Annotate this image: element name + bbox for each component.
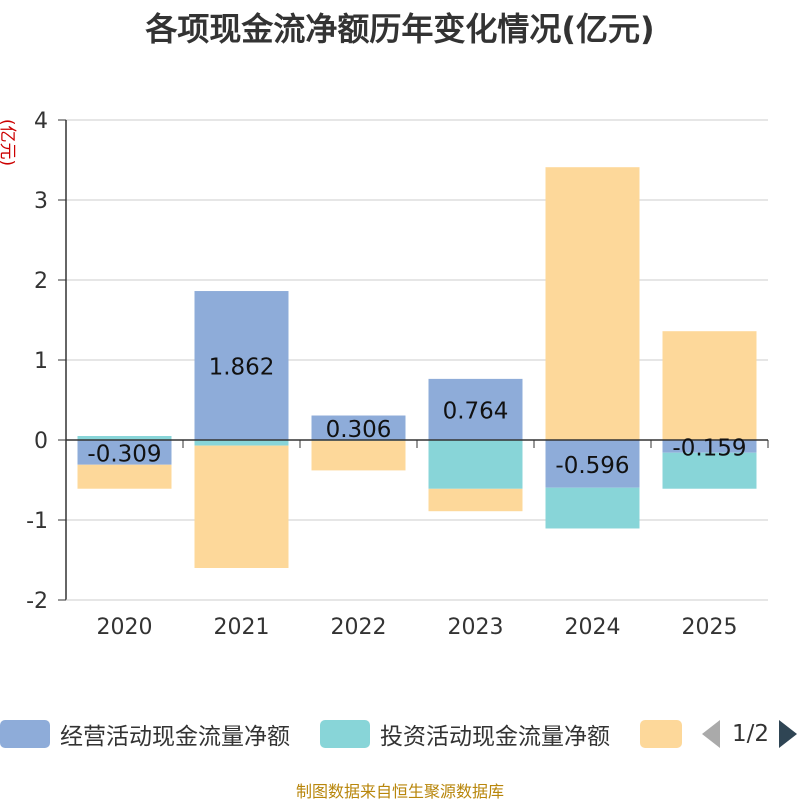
data-label: 0.306 xyxy=(326,417,392,443)
bar-2-2024 xyxy=(545,487,640,529)
x-tick-label: 2024 xyxy=(565,615,621,640)
bar-1-2020 xyxy=(77,440,172,465)
y-tick-label: -2 xyxy=(26,589,48,614)
x-tick-label: 2023 xyxy=(448,615,504,640)
chart-title: 各项现金流净额历年变化情况(亿元) xyxy=(145,10,655,48)
bar-3-2022 xyxy=(311,440,406,471)
legend-item-operating[interactable]: 经营活动现金流量净额 xyxy=(0,712,290,756)
bar-2-2020 xyxy=(77,436,172,440)
x-tick-label: 2025 xyxy=(682,615,738,640)
bar-1-2022 xyxy=(311,415,406,440)
y-tick-label: 0 xyxy=(34,429,48,454)
bar-3-2023 xyxy=(428,488,523,512)
bar-3-2024 xyxy=(545,167,640,440)
x-tick-label: 2020 xyxy=(97,615,153,640)
legend-label-investing: 投资活动现金流量净额 xyxy=(380,724,610,750)
chart-canvas: -2 -1 0 1 2 3 4 2020 2021 2022 2023 2024 2025 -0.309 1… xyxy=(26,109,769,640)
data-label: -0.309 xyxy=(87,441,161,467)
x-tick-label: 2021 xyxy=(214,615,270,640)
data-label: -0.159 xyxy=(672,435,746,461)
y-tick-label: 3 xyxy=(34,189,48,214)
x-tick-label: 2022 xyxy=(331,615,387,640)
legend-item-financing[interactable] xyxy=(640,712,682,756)
legend-pager: 1/2 xyxy=(702,712,798,756)
bar-2-2025 xyxy=(662,452,757,489)
bar-1-2021 xyxy=(194,291,289,440)
legend-swatch-financing xyxy=(640,720,682,748)
bar-3-2025 xyxy=(662,331,757,440)
data-label: 0.764 xyxy=(443,398,509,424)
y-tick-label: 4 xyxy=(34,109,48,134)
source-note: 制图数据来自恒生聚源数据库 xyxy=(295,782,504,801)
data-label: 1.862 xyxy=(209,355,275,381)
legend-swatch-operating xyxy=(0,720,50,748)
legend-prev-icon[interactable] xyxy=(702,720,720,748)
legend: 经营活动现金流量净额 投资活动现金流量净额 1/2 xyxy=(0,712,800,756)
bar-1-2024 xyxy=(545,440,640,488)
legend-page-indicator: 1/2 xyxy=(732,721,770,747)
legend-label-operating: 经营活动现金流量净额 xyxy=(60,724,290,750)
bar-2-2023 xyxy=(428,440,523,489)
bar-3-2020 xyxy=(77,464,172,489)
legend-swatch-investing xyxy=(320,720,370,748)
bar-1-2023 xyxy=(428,378,523,440)
y-tick-label: 1 xyxy=(34,349,48,374)
bar-2-2021 xyxy=(194,440,289,446)
legend-item-investing[interactable]: 投资活动现金流量净额 xyxy=(320,712,610,756)
y-tick-label: 2 xyxy=(34,269,48,294)
y-tick-label: -1 xyxy=(26,509,48,534)
legend-next-icon[interactable] xyxy=(779,720,798,748)
bar-3-2021 xyxy=(194,445,289,568)
data-label: -0.596 xyxy=(555,453,629,479)
bar-1-2025 xyxy=(662,440,757,453)
